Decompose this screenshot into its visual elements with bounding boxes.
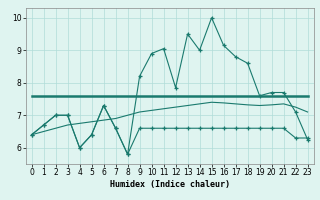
X-axis label: Humidex (Indice chaleur): Humidex (Indice chaleur) <box>109 180 230 189</box>
